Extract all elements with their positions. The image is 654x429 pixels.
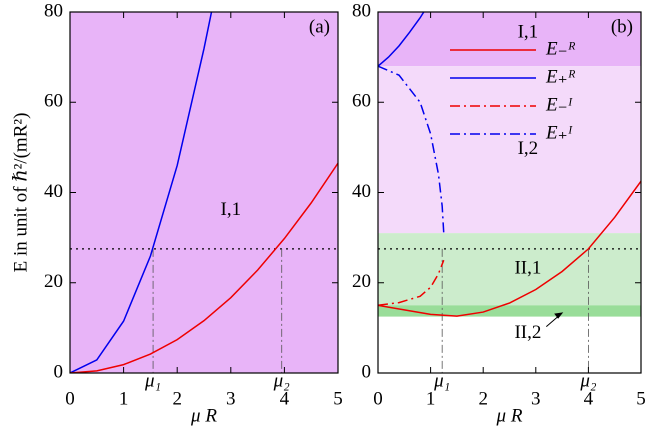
marker-label: μ₂ — [579, 370, 597, 391]
y-axis-label: E in unit of ℏ²/(mR²) — [10, 113, 31, 273]
region-label: II,1 — [514, 258, 541, 279]
x-tick-label: 0 — [65, 388, 75, 409]
x-tick-label: 3 — [531, 388, 541, 409]
x-tick-label: 4 — [280, 388, 290, 409]
region-label: II,2 — [514, 322, 541, 343]
region — [378, 233, 641, 306]
y-tick-label: 40 — [44, 181, 63, 202]
x-tick-label: 4 — [584, 388, 594, 409]
region-label: I,2 — [518, 138, 539, 159]
curve — [378, 180, 641, 317]
region-label: I,1 — [518, 21, 539, 42]
x-tick-label: 5 — [636, 388, 646, 409]
y-tick-label: 60 — [352, 91, 371, 112]
x-axis-label: μ R — [190, 405, 217, 426]
region — [378, 66, 641, 234]
x-axis-label: μ R — [496, 405, 523, 426]
y-tick-label: 40 — [352, 181, 371, 202]
curve — [70, 162, 338, 373]
legend-label: E₋ᴿ — [545, 38, 576, 59]
x-tick-label: 3 — [226, 388, 236, 409]
region-label: I,1 — [221, 199, 242, 220]
curve — [378, 259, 445, 307]
marker-label: μ₁ — [433, 370, 450, 391]
x-tick-label: 2 — [478, 388, 488, 409]
legend-label: E₊ᴵ — [545, 122, 573, 143]
x-tick-label: 5 — [333, 388, 343, 409]
x-tick-label: 0 — [373, 388, 383, 409]
panel-label: (a) — [309, 16, 330, 37]
x-tick-label: 2 — [172, 388, 182, 409]
marker-label: μ₂ — [273, 370, 291, 391]
panel-label: (b) — [611, 16, 633, 37]
marker-label: μ₁ — [144, 370, 161, 391]
y-tick-label: 0 — [362, 361, 372, 382]
y-tick-label: 80 — [44, 0, 63, 21]
region — [70, 12, 338, 373]
x-tick-label: 1 — [119, 388, 129, 409]
legend-label: E₊ᴿ — [545, 66, 576, 87]
y-tick-label: 80 — [352, 0, 371, 21]
region — [378, 12, 641, 67]
y-tick-label: 0 — [54, 361, 64, 382]
plot-area — [70, 12, 338, 373]
y-tick-label: 20 — [44, 271, 63, 292]
legend-label: E₋ᴵ — [545, 94, 573, 115]
region — [378, 305, 641, 317]
arrow — [545, 312, 564, 327]
curve — [378, 65, 445, 234]
y-tick-label: 20 — [352, 271, 371, 292]
curve — [378, 12, 425, 67]
plot-area — [378, 12, 641, 373]
curve — [70, 12, 213, 373]
y-tick-label: 60 — [44, 91, 63, 112]
x-tick-label: 1 — [426, 388, 436, 409]
